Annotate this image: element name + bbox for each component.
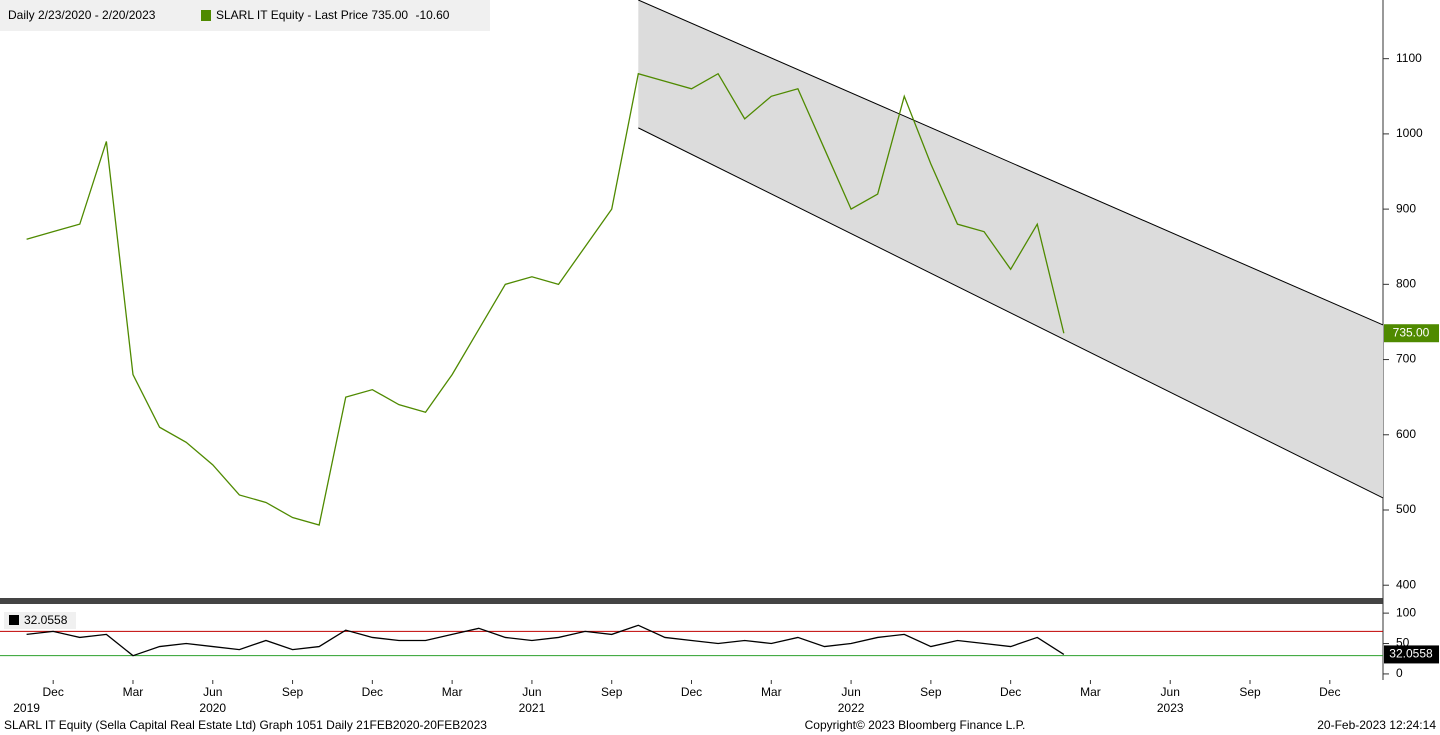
channel-fill xyxy=(638,0,1383,498)
x-tick-label: Sep xyxy=(282,685,304,699)
x-tick-label: Dec xyxy=(362,685,383,699)
x-year-label: 2020 xyxy=(199,701,226,715)
x-tick-label: Sep xyxy=(601,685,623,699)
y-tick-label: 800 xyxy=(1396,277,1416,291)
last-price-box xyxy=(1384,324,1439,343)
series-line xyxy=(26,72,1065,526)
x-tick-label: Jun xyxy=(203,685,222,699)
x-tick-label: Mar xyxy=(761,685,782,699)
x-tick-label: Jun xyxy=(522,685,541,699)
rsi-legend-swatch xyxy=(9,615,19,625)
panel-divider xyxy=(0,598,1383,604)
x-tick-label: Mar xyxy=(1080,685,1101,699)
y-tick-label: 1100 xyxy=(1396,51,1422,65)
footer-left: SLARL IT Equity (Sella Capital Real Esta… xyxy=(4,718,487,732)
y-tick-label: 100 xyxy=(1396,605,1416,619)
chart-title: Daily 2/23/2020 - 2/20/2023 xyxy=(8,8,156,22)
footer-center: Copyright© 2023 Bloomberg Finance L.P. xyxy=(805,718,1026,732)
legend-name: SLARL IT Equity - Last Price xyxy=(216,8,368,22)
x-year-label: 2021 xyxy=(519,701,546,715)
x-tick-label: Jun xyxy=(841,685,860,699)
x-tick-label: Mar xyxy=(442,685,463,699)
x-tick-label: Dec xyxy=(1000,685,1021,699)
y-tick-label: 700 xyxy=(1396,352,1416,366)
rsi-legend-label: 32.0558 xyxy=(24,613,68,627)
x-tick-label: Dec xyxy=(43,685,64,699)
series-line xyxy=(26,624,1065,657)
legend-box xyxy=(0,0,490,31)
y-tick-label: 600 xyxy=(1396,427,1416,441)
legend-label: SLARL IT Equity - Last Price 735.00 -10.… xyxy=(216,8,450,22)
legend-swatch xyxy=(201,10,211,21)
x-tick-label: Sep xyxy=(920,685,942,699)
x-year-label: 2023 xyxy=(1157,701,1184,715)
last-rsi-label: 32.0558 xyxy=(1389,647,1433,661)
y-tick-label: 500 xyxy=(1396,502,1416,516)
channel-line xyxy=(638,0,1384,326)
channel-line xyxy=(638,127,1384,499)
footer-right: 20-Feb-2023 12:24:14 xyxy=(1317,718,1436,732)
legend-last: 735.00 xyxy=(371,8,408,22)
x-year-label: 2019 xyxy=(13,701,40,715)
y-tick-label: 0 xyxy=(1396,666,1403,680)
last-price-label: 735.00 xyxy=(1393,325,1430,339)
y-tick-label: 1000 xyxy=(1396,126,1423,140)
x-year-label: 2022 xyxy=(838,701,865,715)
last-rsi-box xyxy=(1384,645,1439,664)
y-tick-label: 400 xyxy=(1396,577,1416,591)
x-tick-label: Dec xyxy=(1319,685,1340,699)
x-tick-label: Jun xyxy=(1161,685,1180,699)
y-tick-label: 900 xyxy=(1396,201,1416,215)
x-tick-label: Sep xyxy=(1239,685,1261,699)
x-tick-label: Dec xyxy=(681,685,702,699)
x-tick-label: Mar xyxy=(123,685,144,699)
legend-change: -10.60 xyxy=(415,8,449,22)
rsi-legend-box xyxy=(4,612,76,629)
